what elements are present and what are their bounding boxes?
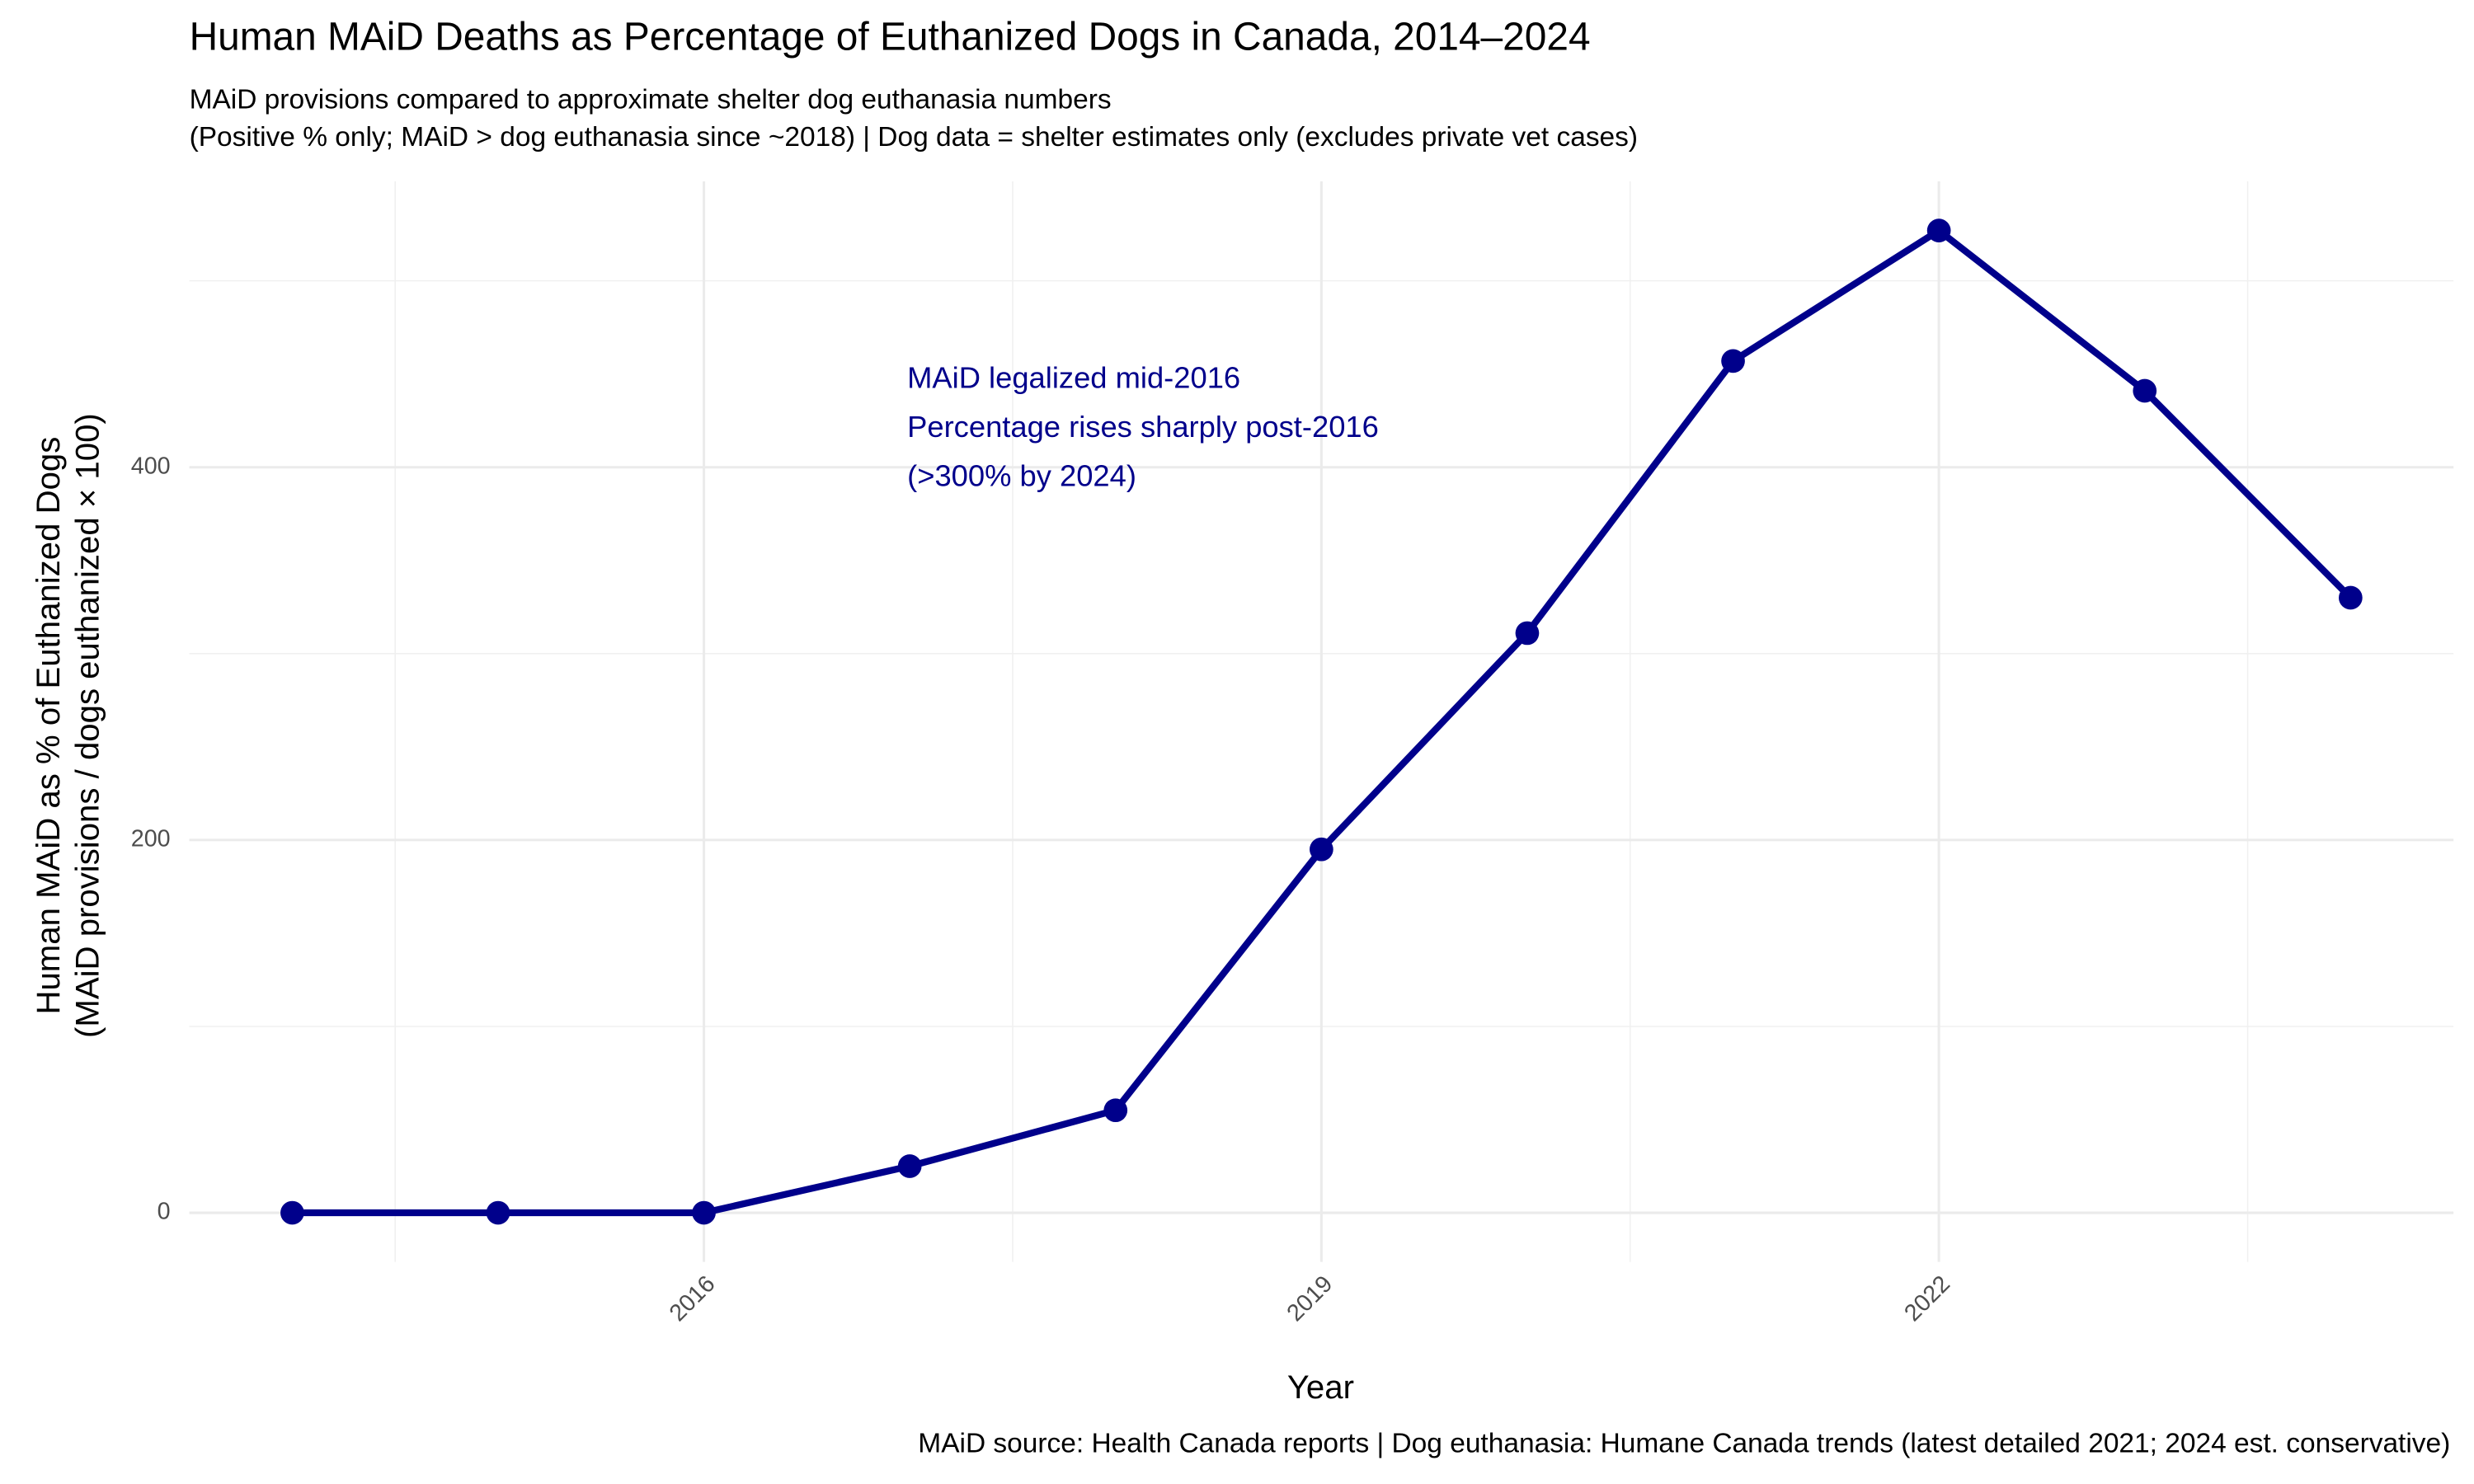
data-point <box>1310 837 1333 862</box>
x-tick-label: 2022 <box>1899 1270 1955 1327</box>
data-point <box>280 1200 304 1225</box>
x-axis-title: Year <box>1287 1369 1354 1406</box>
data-point <box>2338 585 2363 610</box>
annotation: (>300% by 2024) <box>907 458 1136 492</box>
chart-subtitle: (Positive % only; MAiD > dog euthanasia … <box>190 122 1638 153</box>
annotation: Percentage rises sharply post-2016 <box>907 410 1379 444</box>
y-axis-title: (MAiD provisions / dogs euthanized × 100… <box>69 413 106 1038</box>
chart-title: Human MAiD Deaths as Percentage of Eutha… <box>190 15 1591 59</box>
data-point <box>1926 218 1951 242</box>
caption: MAiD source: Health Canada reports | Dog… <box>918 1428 2450 1458</box>
y-axis-title: Human MAiD as % of Euthanized Dogs <box>30 437 67 1015</box>
chart-subtitle: MAiD provisions compared to approximate … <box>190 84 1112 115</box>
data-point <box>2133 378 2157 403</box>
data-point <box>1103 1098 1128 1123</box>
data-point <box>486 1200 510 1225</box>
grid <box>189 181 2454 1262</box>
x-tick-label: 2016 <box>665 1270 721 1327</box>
y-tick-label: 0 <box>158 1199 171 1225</box>
data-point <box>692 1200 716 1225</box>
data-point <box>1515 621 1540 646</box>
annotation: MAiD legalized mid-2016 <box>907 361 1240 395</box>
y-tick-label: 200 <box>131 825 171 852</box>
data-point <box>897 1154 922 1178</box>
y-tick-label: 400 <box>131 453 171 479</box>
x-tick-label: 2019 <box>1282 1270 1338 1327</box>
data-point <box>1721 349 1745 373</box>
